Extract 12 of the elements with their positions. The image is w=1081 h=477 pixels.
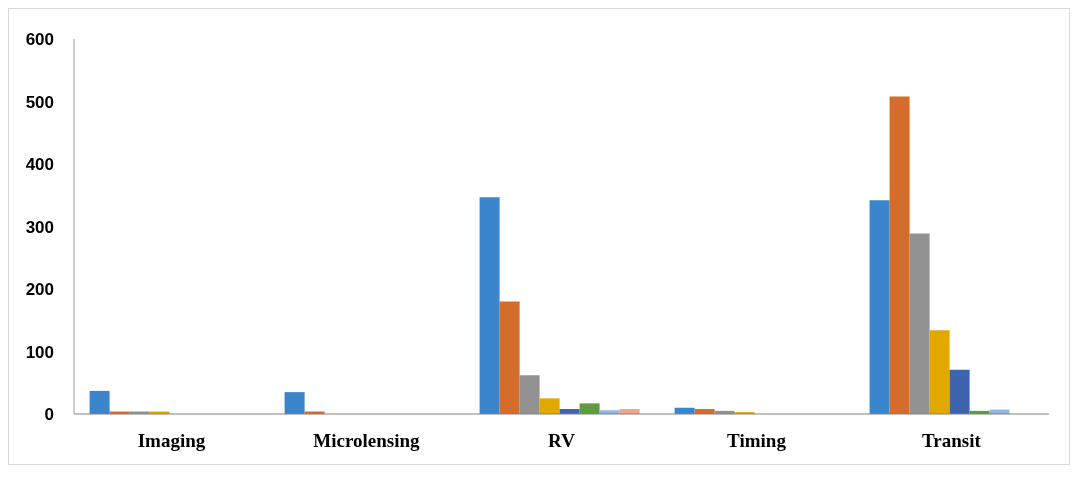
x-tick-label: RV [548, 430, 576, 452]
x-tick-label: Imaging [137, 430, 206, 452]
y-tick-label: 600 [25, 30, 54, 50]
y-tick-label: 0 [44, 405, 54, 425]
x-tick-label: Transit [922, 430, 982, 452]
y-tick-label: 300 [25, 217, 54, 237]
x-tick-label: Microlensing [313, 430, 421, 452]
y-tick-label: 100 [25, 342, 54, 362]
y-tick-label: 500 [25, 92, 54, 112]
y-tick-label: 400 [25, 155, 54, 175]
y-tick-label: 200 [25, 280, 54, 300]
x-tick-label: Timing [727, 430, 787, 452]
